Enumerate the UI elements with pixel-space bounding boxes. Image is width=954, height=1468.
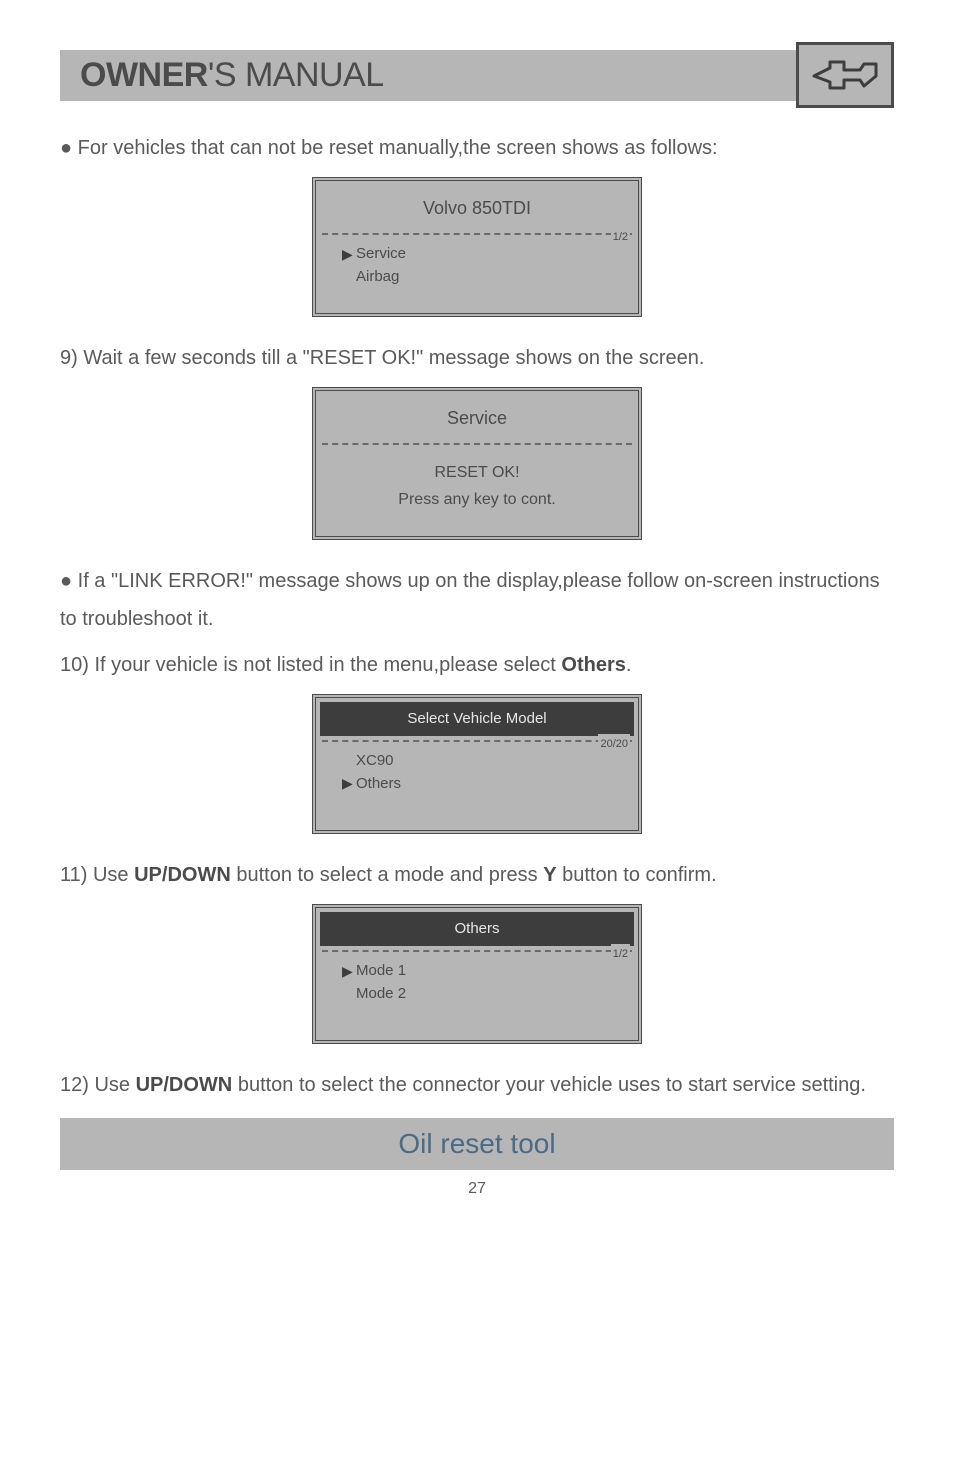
screen-service: Service RESET OK! Press any key to cont. [312, 387, 642, 540]
page-number: 27 [60, 1180, 894, 1198]
screen-items: ▶ Mode 1 Mode 2 [328, 952, 626, 1005]
screen-items: XC90 ▶ Others [328, 742, 626, 795]
title-bar: OWNER'S MANUAL [60, 50, 894, 101]
step-10: 10) If your vehicle is not listed in the… [60, 646, 894, 684]
screen-divider: 20/20 [322, 740, 632, 742]
body-content: ● For vehicles that can not be reset man… [60, 129, 894, 1104]
step-11: 11) Use UP/DOWN button to select a mode … [60, 856, 894, 894]
item-label: Service [356, 243, 406, 266]
screen-title-bar: Select Vehicle Model [320, 702, 634, 737]
step11-bold1: UP/DOWN [134, 864, 231, 886]
footer-label: Oil reset tool [398, 1128, 555, 1159]
step11-bold2: Y [543, 864, 556, 886]
screen-title: Volvo 850TDI [328, 189, 626, 229]
selection-arrow-icon: ▶ [342, 244, 356, 265]
item-label: XC90 [356, 750, 394, 773]
list-item: Airbag [342, 266, 626, 289]
press-key-text: Press any key to cont. [328, 486, 626, 513]
step11-mid: button to select a mode and press [231, 864, 543, 886]
screen-title-bar: Others [320, 912, 634, 947]
list-item: ▶ Service [342, 243, 626, 266]
screen-title: Service [328, 399, 626, 439]
screen-others: Others 1/2 ▶ Mode 1 Mode 2 [312, 904, 642, 1044]
step12-pre: 12) Use [60, 1074, 136, 1096]
bullet-2: ● If a "LINK ERROR!" message shows up on… [60, 562, 894, 638]
screen-message: RESET OK! Press any key to cont. [328, 445, 626, 513]
step12-post: button to select the connector your vehi… [232, 1074, 866, 1096]
screen-page-indicator: 1/2 [611, 227, 630, 248]
bullet-1: ● For vehicles that can not be reset man… [60, 129, 894, 167]
step12-bold: UP/DOWN [136, 1074, 233, 1096]
item-label: Mode 1 [356, 960, 406, 983]
list-item: ▶ Mode 1 [342, 960, 626, 983]
selection-arrow-icon: ▶ [342, 773, 356, 794]
screen-items: ▶ Service Airbag [328, 235, 626, 288]
list-item: XC90 [342, 750, 626, 773]
step11-post: button to confirm. [557, 864, 717, 886]
step-9: 9) Wait a few seconds till a "RESET OK!"… [60, 339, 894, 377]
step-12: 12) Use UP/DOWN button to select the con… [60, 1066, 894, 1104]
step11-pre: 11) Use [60, 864, 134, 886]
step10-post: . [626, 654, 632, 676]
screen-divider: 1/2 [322, 233, 632, 235]
title-prefix: OWNER [80, 56, 208, 94]
list-item: ▶ Others [342, 773, 626, 796]
selection-arrow-icon: ▶ [342, 961, 356, 982]
title-rest: 'S MANUAL [208, 56, 384, 94]
document-title: OWNER'S MANUAL [80, 56, 384, 95]
screen-divider: 1/2 [322, 950, 632, 952]
screen-page-indicator: 1/2 [611, 944, 630, 965]
screen-volvo: Volvo 850TDI 1/2 ▶ Service Airbag [312, 177, 642, 317]
item-label: Others [356, 773, 401, 796]
item-label: Mode 2 [356, 983, 406, 1006]
page-root: OWNER'S MANUAL ● For vehicles that can n… [0, 0, 954, 1218]
footer-bar: Oil reset tool [60, 1118, 894, 1170]
step10-pre: 10) If your vehicle is not listed in the… [60, 654, 561, 676]
screen-divider [322, 443, 632, 445]
screen-select-model: Select Vehicle Model 20/20 XC90 ▶ Others [312, 694, 642, 834]
tool-logo-icon [796, 42, 894, 108]
list-item: Mode 2 [342, 983, 626, 1006]
reset-ok-text: RESET OK! [328, 459, 626, 486]
step10-bold: Others [561, 654, 625, 676]
screen-page-indicator: 20/20 [598, 734, 630, 755]
item-label: Airbag [356, 266, 399, 289]
